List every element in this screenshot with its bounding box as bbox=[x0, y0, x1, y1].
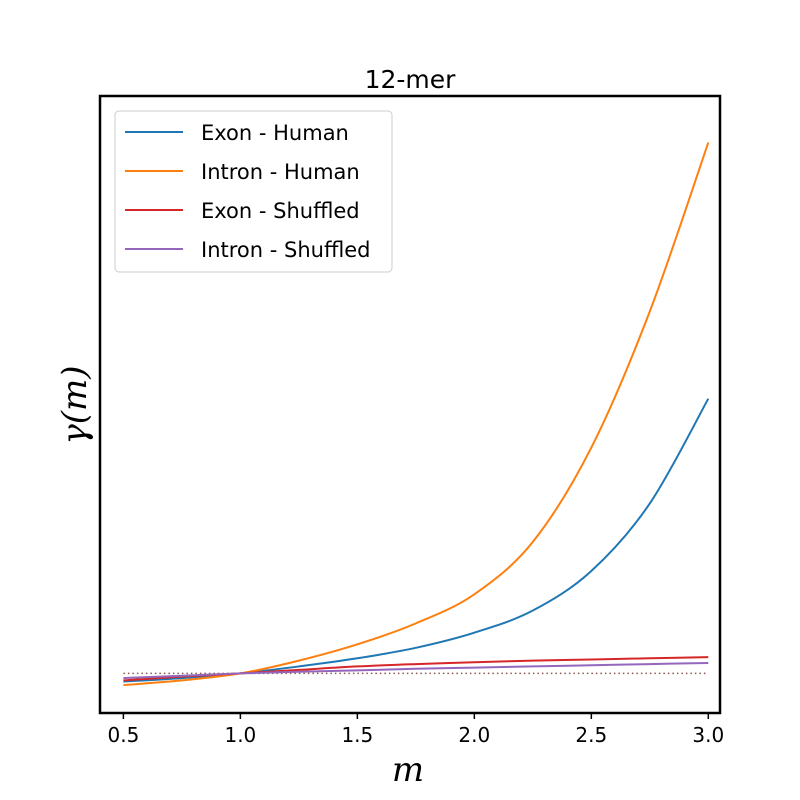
legend-label: Exon - Human bbox=[201, 121, 349, 145]
x-axis-label: m bbox=[392, 750, 424, 790]
chart-title: 12-mer bbox=[365, 65, 457, 94]
x-tick-label: 0.5 bbox=[107, 723, 139, 747]
legend-label: Exon - Shuffled bbox=[201, 199, 360, 223]
legend-label: Intron - Shuffled bbox=[201, 238, 371, 262]
legend-box bbox=[114, 110, 393, 273]
series-line-intron-shuffled bbox=[123, 661, 709, 680]
x-tick-label: 2.0 bbox=[458, 723, 490, 747]
series-line-exon-human bbox=[123, 398, 710, 683]
plot-frame bbox=[98, 94, 722, 715]
x-tick-label: 2.5 bbox=[575, 723, 607, 747]
x-tick-label: 1.5 bbox=[341, 723, 373, 747]
legend: Exon - Human Intron - Human Exon - Shuffle… bbox=[114, 110, 393, 273]
y-axis-label: γ(m) bbox=[55, 365, 95, 444]
x-axis: 0.5 1.0 1.5 2.0 2.5 3.0 bbox=[107, 713, 724, 747]
legend-label: Intron - Human bbox=[201, 160, 360, 184]
plot-area bbox=[123, 142, 710, 687]
x-tick-label: 3.0 bbox=[692, 723, 724, 747]
x-tick-label: 1.0 bbox=[224, 723, 256, 747]
